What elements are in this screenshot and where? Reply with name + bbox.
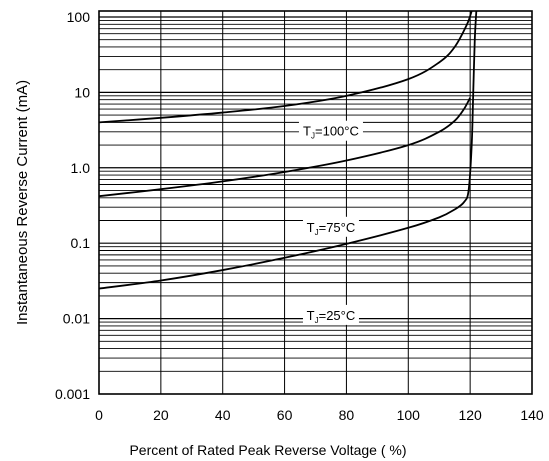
y-tick-label: 1.0 [71,160,91,176]
y-tick-label: 100 [67,9,91,25]
series-label-text: TJ=75°C [307,220,356,237]
series-line-0 [99,11,473,124]
grid-lines [99,11,532,394]
x-tick-label: 120 [458,407,482,423]
y-tick-label: 0.01 [63,311,90,327]
series-line-2 [99,11,478,290]
series-line-1 [99,97,471,198]
series-label-0: TJ=100°C [298,120,363,141]
y-tick-label: 0.1 [71,235,91,251]
series-label-2: TJ=25°C [302,304,359,325]
x-tick-label: 100 [397,407,421,423]
y-tick-label: 10 [74,84,90,100]
y-axis-label: Instantaneous Reverse Current (mA) [14,80,31,325]
x-tick-labels: 0 20 40 60 80 100 120 140 [95,407,544,423]
series-label-bg [302,216,359,237]
x-axis-label: Percent of Rated Peak Reverse Voltage ( … [129,442,406,458]
series-labels: TJ=100°C TJ=75°C TJ=25°C [298,120,363,325]
series-label-text: TJ=100°C [303,124,359,141]
y-tick-label: 0.001 [55,386,90,402]
x-tick-label: 20 [153,407,169,423]
x-tick-label: 140 [520,407,544,423]
x-tick-label: 80 [339,407,355,423]
series-label-bg [298,120,363,141]
x-tick-label: 60 [277,407,293,423]
series-label-1: TJ=75°C [302,216,359,237]
plot-frame [98,10,533,395]
series-label-text: TJ=25°C [307,308,356,325]
curves [99,11,478,290]
x-tick-label: 0 [95,407,103,423]
y-tick-labels: 0.001 0.01 0.1 1.0 10 100 [55,9,90,402]
series-label-bg [302,304,359,325]
x-tick-label: 40 [215,407,231,423]
